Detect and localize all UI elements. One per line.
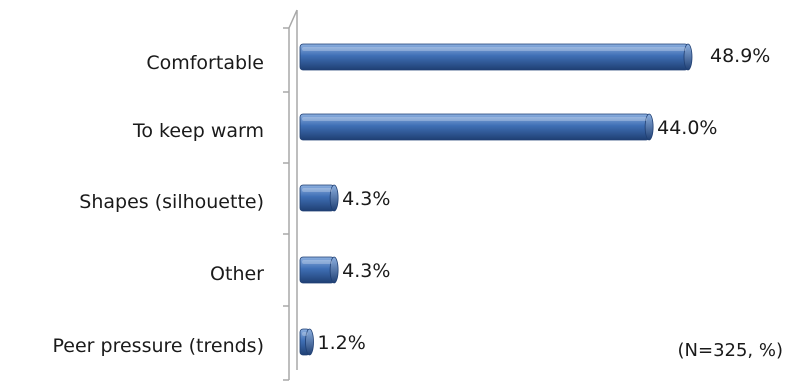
bars-layer	[299, 43, 693, 356]
bar-highlight	[302, 188, 333, 192]
bar-highlight	[302, 47, 686, 51]
category-label: To keep warm	[132, 120, 264, 142]
value-label: 1.2%	[318, 332, 366, 354]
bar-end-cap	[329, 256, 339, 284]
value-label: 44.0%	[657, 117, 717, 139]
sample-note: (N=325, %)	[678, 340, 784, 361]
bar-end-cap	[305, 328, 314, 356]
bar-end-cap	[644, 113, 654, 141]
labels-layer: Comfortable 48.9% To keep warm 44.0% Shapes …	[53, 45, 771, 357]
bar-highlight	[302, 117, 648, 121]
value-label: 48.9%	[710, 45, 770, 67]
bar-end-cap	[329, 184, 339, 212]
value-label: 4.3%	[342, 188, 390, 210]
category-label: Peer pressure (trends)	[53, 335, 264, 357]
axis-layer	[283, 9, 298, 381]
category-label: Other	[210, 263, 264, 285]
bar-highlight	[302, 260, 333, 264]
category-label: Shapes (silhouette)	[79, 191, 264, 213]
y-axis-wall	[288, 9, 298, 380]
category-label: Comfortable	[146, 52, 264, 74]
value-label: 4.3%	[342, 260, 390, 282]
bar-highlight	[302, 332, 308, 336]
bar-end-cap	[683, 43, 693, 71]
